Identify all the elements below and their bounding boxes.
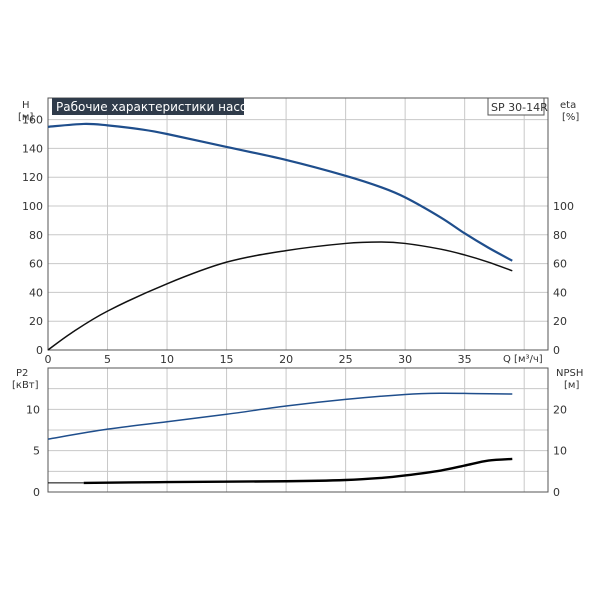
top-left-y-tick-label: 160 — [22, 114, 43, 127]
top-left-y-tick-label: 120 — [22, 171, 43, 184]
bottom-right-y-tick-label: 0 — [553, 486, 560, 499]
top-right-y-tick-label: 80 — [553, 229, 567, 242]
x-tick-label: 10 — [160, 353, 174, 366]
chart-title-box — [52, 98, 244, 115]
bottom-plot-frame — [47, 367, 549, 493]
x-tick-label: 5 — [104, 353, 111, 366]
top-right-y-tick-label: 100 — [553, 200, 574, 213]
series-line-h — [47, 122, 513, 262]
top-left-y-tick-label: 0 — [36, 344, 43, 357]
bottom-left-axis-unit: [кВт] — [12, 380, 39, 391]
top-left-axis-unit: [м] — [18, 112, 33, 123]
bottom-right-y-tick-label: 10 — [553, 445, 567, 458]
top-left-y-tick-label: 100 — [22, 200, 43, 213]
x-tick-label: 20 — [279, 353, 293, 366]
model-box — [487, 97, 545, 116]
x-tick-label: 30 — [398, 353, 412, 366]
x-tick-label: 15 — [220, 353, 234, 366]
bottom-right-axis-unit: [м] — [564, 380, 579, 391]
bottom-right-axis-symbol: NPSH — [556, 368, 583, 379]
top-left-axis-symbol: H — [22, 100, 30, 111]
x-tick-label: 35 — [458, 353, 472, 366]
top-right-y-tick-label: 60 — [553, 258, 567, 271]
top-right-y-tick-label: 20 — [553, 315, 567, 328]
chart-title: Рабочие характеристики насоса — [56, 100, 261, 114]
bottom-right-y-tick-label: 20 — [553, 403, 567, 416]
model-label: SP 30-14R — [491, 101, 548, 114]
x-tick-label: 25 — [339, 353, 353, 366]
bottom-left-axis-symbol: P2 — [16, 368, 28, 379]
series-line-npsh — [83, 457, 513, 485]
bottom-left-y-tick-label: 5 — [33, 445, 40, 458]
top-right-y-tick-label: 40 — [553, 286, 567, 299]
bottom-left-y-tick-label: 10 — [26, 403, 40, 416]
top-right-axis-symbol: eta — [560, 100, 576, 111]
top-plot-frame — [47, 97, 549, 351]
top-left-y-tick-label: 60 — [29, 258, 43, 271]
x-axis-label: Q [м³/ч] — [503, 354, 543, 365]
top-left-y-tick-label: 80 — [29, 229, 43, 242]
top-right-axis-unit: [%] — [562, 112, 579, 123]
series-line-p2 — [47, 392, 513, 440]
top-left-y-tick-label: 20 — [29, 315, 43, 328]
top-right-y-tick-label: 0 — [553, 344, 560, 357]
top-left-y-tick-label: 40 — [29, 286, 43, 299]
bottom-left-y-tick-label: 0 — [33, 486, 40, 499]
series-line-eta — [47, 241, 513, 351]
top-left-y-tick-label: 140 — [22, 142, 43, 155]
x-tick-label: 0 — [45, 353, 52, 366]
